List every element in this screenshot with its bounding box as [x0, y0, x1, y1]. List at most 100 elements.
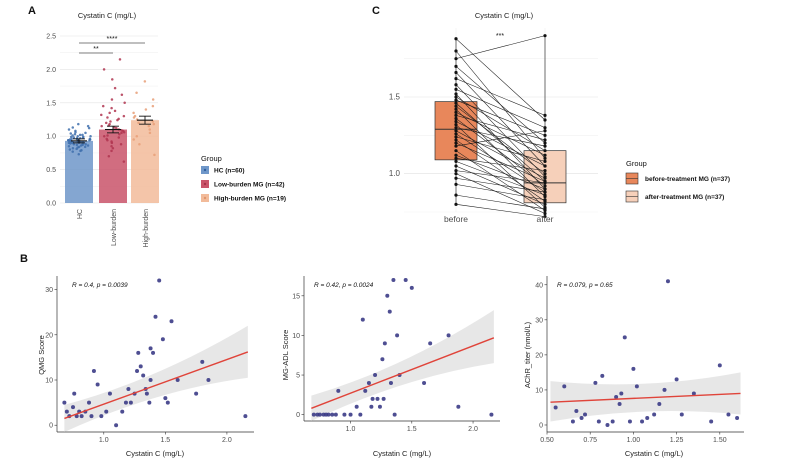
- panel-label-c: C: [372, 5, 380, 17]
- scatter-point: [385, 293, 390, 298]
- panel-a-error-bars: [71, 115, 153, 144]
- scatter-point: [311, 412, 316, 417]
- scatter-point: [104, 409, 109, 414]
- paired-line: [455, 66, 546, 144]
- jitter-point: [77, 152, 81, 156]
- scatter-point: [600, 373, 605, 378]
- scatter-point: [135, 368, 140, 373]
- scatter-point: [87, 400, 92, 405]
- legend-a-item-low: Low-burden MG (n=42): [214, 182, 285, 189]
- point-before: [454, 116, 458, 121]
- jitter-point: [104, 121, 108, 125]
- paired-line: [455, 177, 546, 193]
- paired-line: [455, 115, 546, 141]
- x-tick-label: 1.5: [160, 437, 170, 444]
- scatter-point: [562, 384, 567, 389]
- jitter-point: [153, 153, 156, 157]
- sig-label-high: ****: [107, 36, 118, 43]
- jitter-point: [71, 141, 74, 145]
- scatter-point: [570, 419, 575, 424]
- jitter-point: [132, 138, 135, 141]
- scatter-point: [107, 391, 112, 396]
- scatter-point: [79, 414, 84, 419]
- panel-c-box-plot: Cystatin C (mg/L) *** 1.0 1.5 before after…: [389, 11, 730, 224]
- jitter-point: [123, 101, 126, 105]
- jitter-point: [70, 137, 73, 141]
- regression-line: [550, 392, 741, 403]
- paired-line: [455, 139, 546, 202]
- x-tick-label: 0.50: [540, 437, 554, 444]
- scatter-point: [358, 412, 363, 417]
- scatter-point: [735, 415, 740, 420]
- panel-a-ytick-label: 0.0: [46, 201, 56, 208]
- scatter-point: [99, 414, 104, 419]
- point-after: [543, 184, 547, 188]
- scatter-point: [380, 357, 385, 362]
- scatter-point: [662, 387, 667, 392]
- scatter-point: [141, 373, 146, 378]
- jitter-point: [143, 80, 147, 83]
- point-before: [454, 119, 458, 124]
- scatter-point: [366, 380, 371, 385]
- scatter-point: [422, 380, 427, 385]
- point-after: [543, 144, 547, 148]
- jitter-point: [71, 126, 75, 129]
- jitter-point: [75, 143, 79, 147]
- paired-line: [455, 35, 546, 59]
- scatter-point: [489, 412, 494, 417]
- panel-c-y-ticks: 1.0 1.5: [389, 93, 401, 179]
- panel-a-title: Cystatin C (mg/L): [78, 11, 137, 20]
- panel-a-ytick-label: 2.5: [46, 34, 56, 41]
- point-after: [543, 176, 547, 180]
- point-before: [454, 37, 458, 41]
- scatter-point: [553, 405, 558, 410]
- scatter-point: [206, 378, 211, 382]
- jitter-point: [138, 142, 141, 146]
- scatter-point: [610, 419, 615, 424]
- paired-line: [455, 84, 546, 177]
- scatter-achr-xlabel: Cystatin C (mg/L): [625, 449, 684, 458]
- point-after: [543, 159, 547, 163]
- jitter-point: [81, 143, 84, 147]
- point-before: [454, 149, 458, 153]
- point-before: [454, 135, 458, 139]
- scatter-point: [657, 401, 662, 406]
- point-before: [454, 101, 458, 105]
- scatter-qmg-stat: R = 0.4, p = 0.0039: [72, 282, 128, 289]
- jitter-point: [110, 149, 113, 153]
- paired-line: [455, 184, 546, 201]
- scatter-point: [165, 400, 170, 405]
- x-tick-label: 0.75: [583, 437, 597, 444]
- scatter-point: [392, 412, 397, 417]
- scatter-point: [596, 419, 601, 424]
- jitter-point: [76, 134, 79, 138]
- panel-c-legend: Group before-treatment MG (n=37) after-t…: [625, 159, 730, 203]
- scatter-point: [579, 415, 584, 420]
- scatter-point: [428, 341, 433, 346]
- point-after: [543, 193, 547, 197]
- point-after: [543, 169, 547, 173]
- scatter-point: [619, 391, 624, 396]
- jitter-point: [113, 126, 116, 129]
- scatter-point: [200, 359, 205, 364]
- point-before: [454, 87, 458, 91]
- panel-c-significance: ***: [496, 33, 504, 40]
- scatter-point: [148, 346, 153, 351]
- point-after: [543, 34, 547, 38]
- jitter-point: [86, 124, 90, 128]
- point-before: [454, 110, 458, 114]
- scatter-point: [375, 396, 380, 401]
- point-before: [454, 107, 458, 111]
- legend-a-item-hc: HC (n=60): [214, 168, 245, 175]
- scatter-point: [326, 412, 331, 417]
- paired-line: [455, 121, 546, 167]
- point-before: [454, 169, 458, 173]
- jitter-point: [117, 117, 120, 121]
- scatter-point: [717, 363, 722, 368]
- point-before: [454, 141, 458, 145]
- jitter-point: [122, 114, 126, 118]
- scatter-point: [64, 409, 69, 414]
- scatter-point: [138, 364, 143, 369]
- jitter-point: [106, 116, 109, 119]
- jitter-point: [117, 136, 121, 139]
